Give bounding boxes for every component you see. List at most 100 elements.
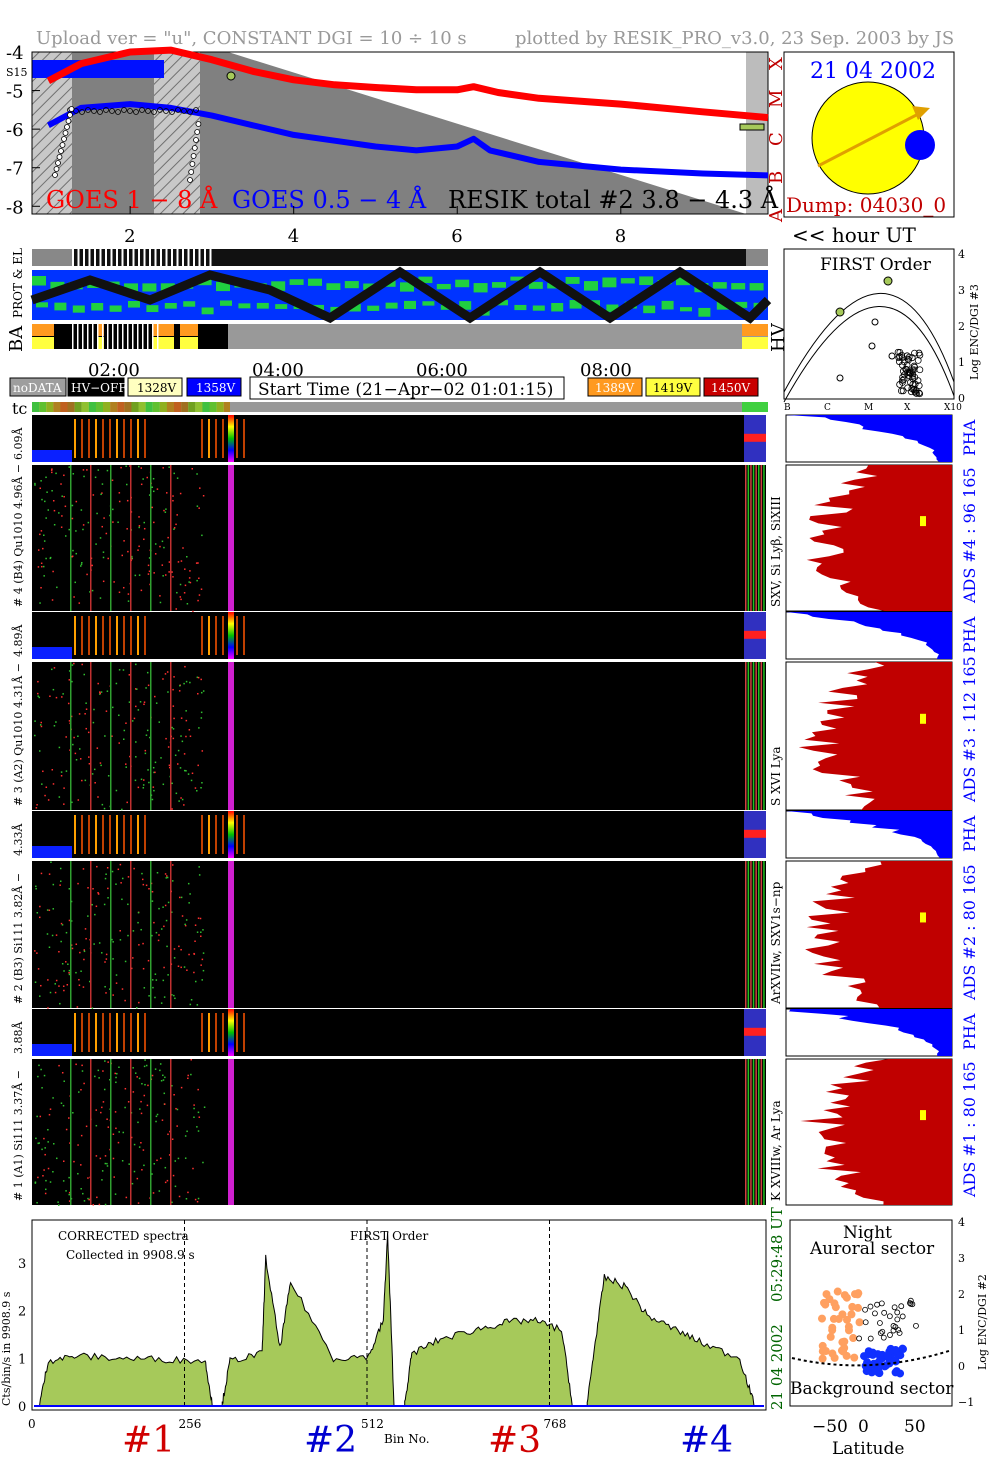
spectrogram-pixel <box>121 898 123 901</box>
first-order-point <box>904 384 912 392</box>
pha-line <box>95 815 97 854</box>
line-label: S XVI Lya <box>769 747 783 807</box>
spectrogram-pixel <box>51 934 54 937</box>
spectrogram-pixel <box>198 507 200 509</box>
legend-1358-box <box>186 377 242 397</box>
spectrogram-pixel <box>167 1133 169 1136</box>
spectrogram-right-column <box>760 662 763 810</box>
resik-point <box>193 137 199 143</box>
spectrogram-pixel <box>163 996 166 998</box>
spectrogram-pixel <box>80 1187 82 1190</box>
spectrogram-pixel <box>99 762 102 764</box>
spectrogram-pixel <box>178 1195 181 1198</box>
spectrogram-pixel <box>167 536 169 539</box>
spectrogram-pixel <box>152 477 155 480</box>
spectrogram-pixel <box>68 720 71 722</box>
spectrogram-pixel <box>73 1160 75 1163</box>
sun-arrow-head <box>912 106 930 120</box>
resik-point <box>97 109 103 115</box>
background-point <box>896 1369 905 1378</box>
pha-strip <box>32 811 766 858</box>
spectrogram-right-column <box>752 662 755 810</box>
spectrogram-pixel <box>46 909 49 911</box>
spectrogram-bright-column <box>228 465 234 611</box>
spectrogram-pixel <box>109 988 111 990</box>
spectrogram-pixel <box>43 1137 45 1140</box>
tc-segment <box>202 402 210 412</box>
spectrogram-pixel <box>41 1087 43 1089</box>
latitude-point <box>862 1319 869 1326</box>
pha-line <box>201 419 203 458</box>
background-point <box>864 1350 873 1359</box>
spectrogram-pixel <box>200 588 203 590</box>
spectrogram-pixel <box>134 779 137 782</box>
orbit-time-ticks: 02:00 04:00 06:00 08:00 <box>88 360 632 381</box>
first-order-point <box>883 276 893 286</box>
spectrogram-pixel <box>40 586 42 589</box>
spectrogram-pixel <box>97 682 99 685</box>
prot-green-band <box>455 279 470 288</box>
spectrogram-pixel <box>104 1060 106 1062</box>
spectrogram-pixel <box>95 1109 98 1111</box>
latitude-y-label: 4 <box>958 1216 965 1229</box>
spectrogram-pixel <box>71 555 73 558</box>
spectrogram-pixel <box>63 803 65 805</box>
orbit-stripe <box>105 249 107 266</box>
spectrogram-pixel <box>72 549 74 552</box>
spectrogram-pixel <box>187 882 190 885</box>
spectrum-x-label: 0 <box>28 1417 36 1431</box>
spectrogram-pixel <box>91 903 93 906</box>
spectrogram-pixel <box>75 943 78 946</box>
prot-green-band <box>551 302 564 312</box>
spectrogram-pixel <box>195 562 198 564</box>
auroral-point <box>855 1318 864 1327</box>
spectrogram-pixel <box>34 1182 37 1184</box>
spectrogram-pixel <box>68 528 70 531</box>
orbit-stripe <box>176 249 179 266</box>
spectrogram-pixel <box>42 1175 44 1177</box>
spectrogram-pixel <box>71 801 73 804</box>
spectrogram-pixel <box>181 798 184 801</box>
resik-point <box>145 108 151 114</box>
spectrogram-pixel <box>72 743 74 746</box>
spectrogram-pixel <box>120 466 122 469</box>
hv-1419-segment <box>180 337 198 349</box>
latitude-point <box>886 1313 893 1320</box>
spectrogram-right-column <box>758 465 760 611</box>
spectrogram-pixel <box>200 931 202 933</box>
spectrogram-pixel <box>143 527 146 530</box>
spectrogram-pixel <box>131 720 134 722</box>
spectrogram-pixel <box>55 934 58 936</box>
hv-tick <box>137 324 139 349</box>
spectrogram-pixel <box>144 1083 146 1086</box>
spectrogram-pixel <box>197 676 200 679</box>
goes-y-tick-label: -5 <box>6 82 24 103</box>
first-order-y-label: 2 <box>958 320 965 333</box>
spectrogram-pixel <box>71 504 74 507</box>
spectrogram-pixel <box>159 1063 162 1065</box>
spectrogram-pixel <box>69 749 71 751</box>
spectrogram-pixel <box>200 678 202 681</box>
spectrogram-pixel <box>177 749 180 752</box>
spectrogram-pixel <box>198 866 200 868</box>
latitude-y-label: 2 <box>958 1288 965 1301</box>
spectrogram-pixel <box>62 1104 65 1107</box>
spectrogram-pixel <box>188 902 190 904</box>
spectrogram-pixel <box>95 905 98 908</box>
spectrogram-pixel <box>144 749 147 752</box>
spectrogram-pixel <box>173 528 175 530</box>
legend-hvoff-box <box>67 377 125 397</box>
goes-x-tick-label: 8 <box>615 226 626 247</box>
prot-green-band <box>606 304 619 312</box>
spectrogram-pixel <box>180 735 182 737</box>
first-order-y-ticks: 4 3 2 1 0 <box>958 248 965 405</box>
spectrogram-pixel <box>95 1124 98 1127</box>
spectrogram-line <box>130 465 132 611</box>
spectrogram-pixel <box>142 883 145 886</box>
hv-tick <box>72 324 74 349</box>
spectrogram-pixel <box>184 1157 187 1159</box>
orbit-stripe-grey <box>746 249 768 266</box>
auroral-point <box>829 1314 838 1323</box>
spectrogram-pixel <box>160 1002 163 1004</box>
resik-point <box>58 148 64 154</box>
